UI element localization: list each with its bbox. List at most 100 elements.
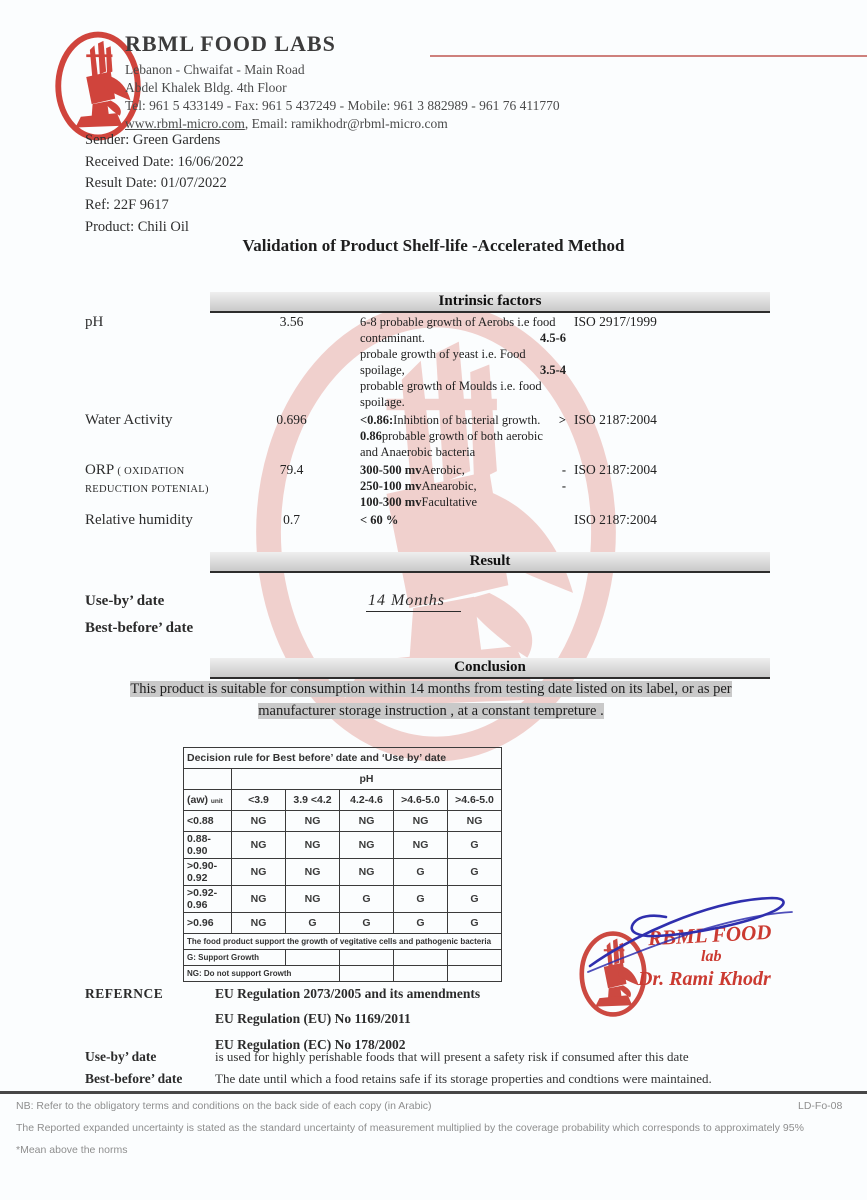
growth-cell: G — [447, 912, 502, 934]
growth-cell: NG — [393, 810, 448, 832]
decision-cell — [339, 965, 394, 982]
parameter-name: Relative humidity — [85, 512, 193, 528]
footer-nb: NB: Refer to the obligatory terms and co… — [16, 1100, 432, 1112]
parameter-value: 3.56 — [279, 314, 304, 329]
best-before-date-label: Best-before’ date — [85, 620, 194, 636]
parameter-value: 79.4 — [279, 462, 304, 477]
intrinsic-row: Water Activity 0.696 <0.86: Inhibtion of b… — [85, 412, 671, 460]
parameter-value: 0.696 — [276, 412, 307, 427]
reference-item: EU Regulation 2073/2005 and its amendmen… — [215, 986, 481, 1001]
growth-cell: G — [393, 885, 448, 913]
growth-cell: G — [285, 912, 340, 934]
iso-standard: ISO 2187:2004 — [574, 462, 657, 477]
sample-meta-block: Sender: Green Gardens Received Date: 16/0… — [85, 132, 244, 240]
meta-line: Sender: Green Gardens — [85, 132, 221, 148]
stamp-text-lab: lab — [701, 948, 722, 965]
conclusion-line-2: manufacturer storage instruction , at a … — [258, 702, 604, 719]
growth-cell: NG — [231, 885, 286, 913]
growth-cell: NG — [285, 831, 340, 859]
growth-cell: NG — [339, 858, 394, 886]
shelf-life-result-value: 14 Months — [366, 592, 461, 612]
decision-rule-table: Decision rule for Best before’ date and … — [183, 747, 502, 982]
intrinsic-factors-table: pH 3.56 6-8 probable growth of Aerobs i.e … — [85, 314, 671, 531]
footer-uncertainty-note: The Reported expanded uncertainty is sta… — [16, 1122, 804, 1134]
meta-line: Result Date: 01/07/2022 — [85, 175, 227, 192]
ph-range-header: 3.9 <4.2 — [285, 789, 340, 811]
conclusion-heading: Conclusion — [210, 658, 770, 679]
page-title: Validation of Product Shelf-life -Accele… — [242, 236, 625, 255]
decision-cell — [393, 949, 448, 966]
aw-unit-header: (aw) unit — [183, 789, 232, 811]
meta-line: Ref: 22F 9617 — [85, 197, 169, 214]
growth-cell: NG — [231, 831, 286, 859]
legend-support-growth: G: Support Growth — [183, 949, 286, 966]
aw-range-label: >0.92-0.96 — [183, 885, 232, 913]
result-heading: Result — [210, 552, 770, 573]
parameter-value: 0.7 — [283, 512, 300, 527]
address-line-2: Abdel Khalek Bldg. 4th Floor — [125, 80, 287, 95]
ph-range-header: 4.2-4.6 — [339, 789, 394, 811]
aw-range-label: >0.96 — [183, 912, 232, 934]
ph-span-header: pH — [231, 768, 502, 790]
ph-range-header: <3.9 — [231, 789, 286, 811]
best-before-def-label: Best-before’ date — [85, 1071, 183, 1086]
company-name: RBML FOOD LABS — [125, 31, 336, 56]
growth-cell: NG — [285, 810, 340, 832]
iso-standard: ISO 2187:2004 — [574, 512, 657, 527]
parameter-description: 6-8 probable growth of Aerobs i.e food co… — [360, 315, 566, 409]
parameter-name: Water Activity — [85, 412, 173, 428]
growth-cell: NG — [339, 831, 394, 859]
growth-cell: G — [339, 885, 394, 913]
decision-cell — [339, 949, 394, 966]
address-line-1: Lebanon - Chwaifat - Main Road — [125, 62, 305, 77]
best-before-def-text: The date until which a food retains safe… — [215, 1071, 712, 1086]
parameter-name: pH — [85, 314, 104, 330]
growth-cell: G — [393, 858, 448, 886]
website-link[interactable]: www.rbml-micro.com — [125, 116, 245, 131]
growth-cell: NG — [393, 831, 448, 859]
footer-divider — [0, 1091, 867, 1094]
aw-range-label: 0.88-0.90 — [183, 831, 232, 859]
growth-cell: G — [447, 858, 502, 886]
intrinsic-row: pH 3.56 6-8 probable growth of Aerobs i.e … — [85, 314, 671, 410]
parameter-description: 300-500 mv Aerobic, -250-100 mv Anearobic… — [360, 463, 566, 509]
growth-cell: G — [447, 885, 502, 913]
parameter-description: <0.86: Inhibtion of bacterial growth. >0.… — [360, 413, 566, 459]
footer-mean-note: *Mean above the norms — [16, 1144, 128, 1156]
intrinsic-row: ORP ( OXIDATION REDUCTION POTENIAL) 79.4 30… — [85, 462, 671, 510]
decision-cell — [285, 949, 340, 966]
reference-item: EU Regulation (EU) No 1169/2011 — [215, 1011, 411, 1027]
use-by-def-label: Use-by’ date — [85, 1049, 157, 1064]
aw-range-label: >0.90-0.92 — [183, 858, 232, 886]
growth-cell: NG — [339, 810, 394, 832]
growth-cell: G — [339, 912, 394, 934]
decision-table-title: Decision rule for Best before’ date and … — [183, 747, 502, 769]
signature-scribble — [587, 896, 793, 973]
parameter-description: < 60 % — [360, 513, 399, 527]
header-red-line — [430, 55, 867, 57]
intrinsic-factors-heading: Intrinsic factors — [210, 292, 770, 313]
use-by-date-label: Use-by’ date — [85, 593, 165, 609]
reference-items: EU Regulation 2073/2005 and its amendmen… — [215, 986, 480, 1062]
meta-line: Product: Chili Oil — [85, 218, 189, 235]
decision-table-grid: Decision rule for Best before’ date and … — [183, 747, 502, 982]
decision-cell — [393, 965, 448, 982]
growth-cell: NG — [231, 810, 286, 832]
growth-cell: NG — [285, 858, 340, 886]
reference-item: EU Regulation (EC) No 178/2002 — [215, 1036, 406, 1052]
intrinsic-row: Relative humidity 0.7 < 60 % ISO 2187:2004 — [85, 512, 671, 529]
decision-cell — [447, 965, 502, 982]
web-line: www.rbml-micro.com, Email: ramikhodr@rbm… — [125, 116, 448, 132]
growth-cell: NG — [231, 858, 286, 886]
reference-label: REFERNCE — [85, 986, 164, 1001]
growth-cell: G — [447, 831, 502, 859]
conclusion-line-1: This product is suitable for consumption… — [130, 681, 732, 697]
use-by-def-text: is used for highly perishable foods that… — [215, 1049, 689, 1064]
growth-cell: NG — [447, 810, 502, 832]
aw-range-label: <0.88 — [183, 810, 232, 832]
footer-form-code: LD-Fo-08 — [798, 1100, 843, 1112]
ph-range-header: >4.6-5.0 — [393, 789, 448, 811]
iso-standard: ISO 2187:2004 — [574, 412, 657, 427]
parameter-name: ORP ( OXIDATION REDUCTION POTENIAL) — [85, 462, 209, 495]
growth-cell: NG — [231, 912, 286, 934]
